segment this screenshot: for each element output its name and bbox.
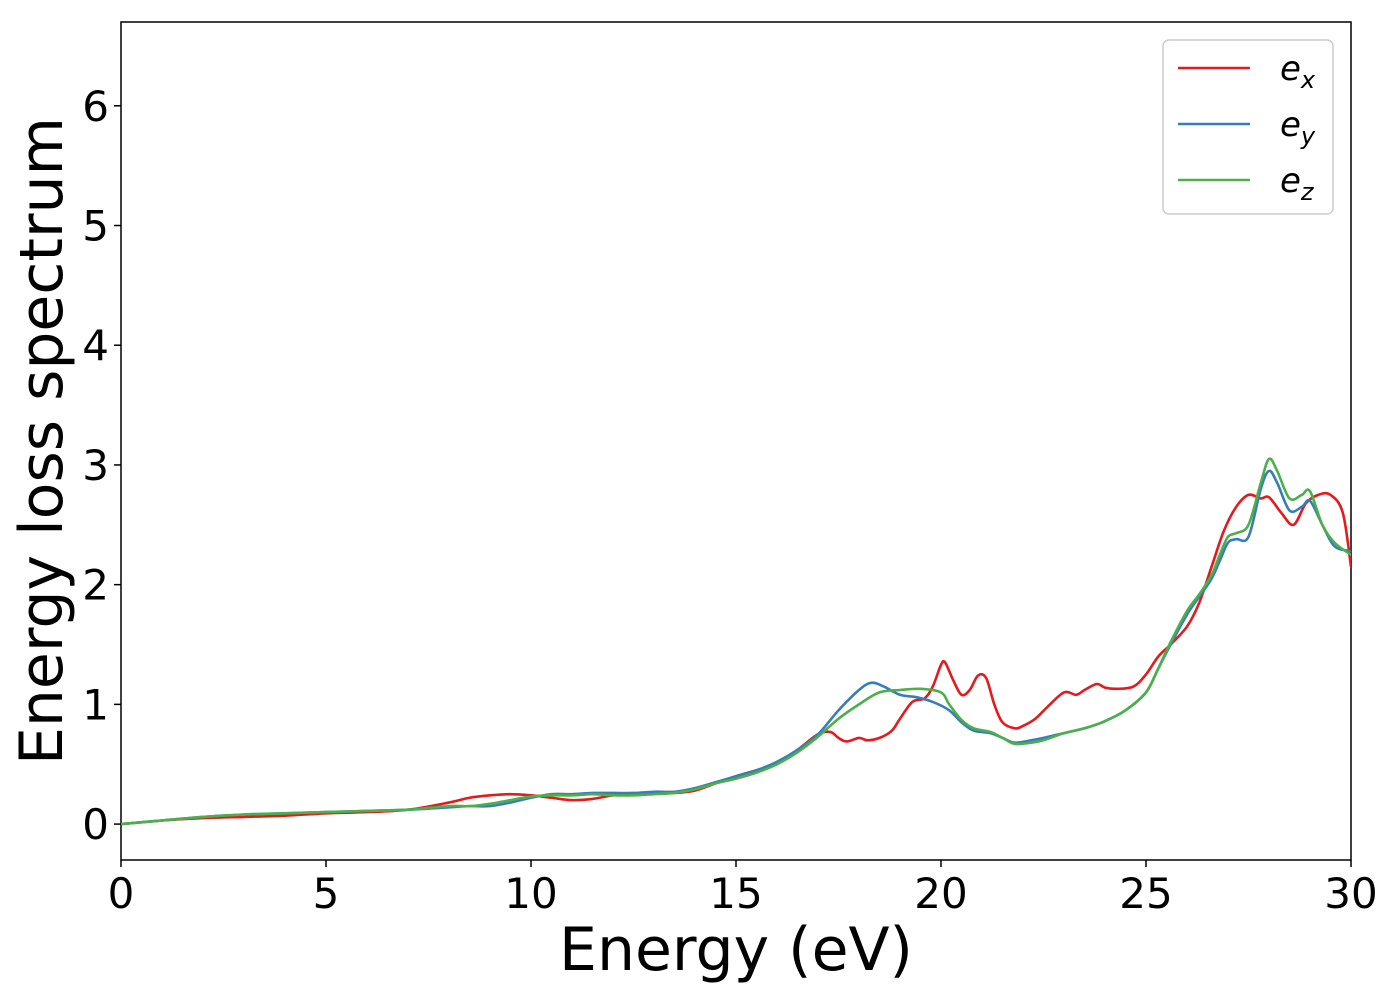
legend-label-base: e <box>1280 49 1301 89</box>
y-axis-ticks: 0 1 2 3 4 5 6 <box>82 82 121 849</box>
series-group <box>121 457 1351 826</box>
legend-label-subscript: y <box>1300 122 1316 150</box>
legend-label-subscript: x <box>1300 66 1316 94</box>
x-axis-ticks: 0 5 10 15 20 25 30 <box>108 860 1378 918</box>
legend-label-z: ez <box>1280 161 1315 206</box>
y-tick-label: 2 <box>82 561 109 610</box>
series-line-z <box>121 457 1351 826</box>
y-tick-label: 4 <box>82 321 109 370</box>
legend-box <box>1162 39 1334 215</box>
x-axis-title: Energy (eV) <box>559 915 913 985</box>
x-tick-label: 15 <box>709 869 762 918</box>
legend-label-x: ex <box>1280 49 1316 94</box>
series-line-y <box>121 469 1351 826</box>
y-tick-label: 0 <box>82 800 109 849</box>
x-tick-label: 10 <box>504 869 557 918</box>
y-tick-label: 5 <box>82 202 109 251</box>
y-axis-title: Energy loss spectrum <box>7 117 77 765</box>
x-tick-label: 20 <box>914 869 967 918</box>
series-line-x <box>121 491 1351 826</box>
legend-label-base: e <box>1280 105 1301 145</box>
x-tick-label: 5 <box>313 869 340 918</box>
y-tick-label: 1 <box>82 680 109 729</box>
y-tick-label: 3 <box>82 441 109 490</box>
x-tick-label: 0 <box>108 869 135 918</box>
legend-label-subscript: z <box>1300 178 1315 206</box>
x-tick-label: 30 <box>1324 869 1377 918</box>
legend-label-y: ey <box>1280 105 1316 150</box>
y-tick-label: 6 <box>82 82 109 131</box>
legend-label-base: e <box>1280 161 1301 201</box>
x-tick-label: 25 <box>1119 869 1172 918</box>
